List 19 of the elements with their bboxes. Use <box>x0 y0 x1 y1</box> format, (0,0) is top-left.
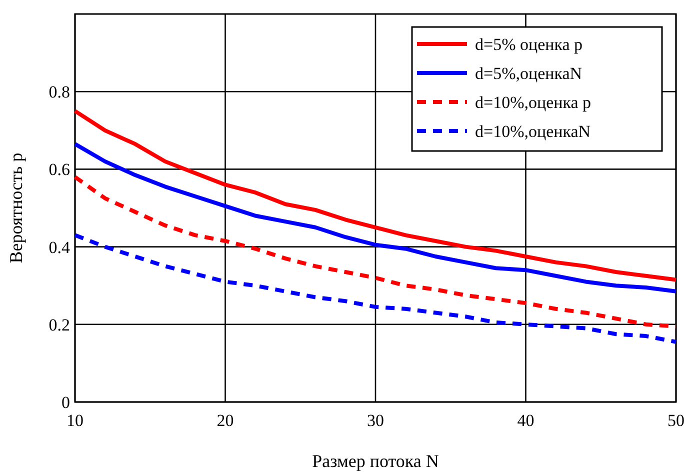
legend-label: d=5% оценка p <box>475 35 583 54</box>
x-axis-title: Размер потока N <box>312 451 439 471</box>
y-tick-label: 0 <box>62 393 70 412</box>
x-tick-label: 20 <box>216 411 234 430</box>
y-tick-label: 0.6 <box>48 160 70 180</box>
y-tick-label: 0.2 <box>48 315 70 334</box>
x-tick-label: 30 <box>367 411 384 430</box>
legend-label: d=10%,оценкаN <box>475 122 591 141</box>
legend-label: d=10%,оценка p <box>475 93 592 112</box>
x-tick-label: 10 <box>66 411 84 430</box>
y-tick-label: 0.8 <box>48 82 70 102</box>
line-series <box>73 142 678 294</box>
y-tick-label: 0.4 <box>48 238 70 257</box>
y-axis-title: Вероятность р <box>6 152 26 264</box>
x-tick-label: 50 <box>668 411 684 430</box>
line-series <box>73 233 678 344</box>
x-tick-label: 40 <box>517 411 534 430</box>
line-series <box>73 174 678 328</box>
legend-label: d=5%,оценкаN <box>475 64 582 83</box>
